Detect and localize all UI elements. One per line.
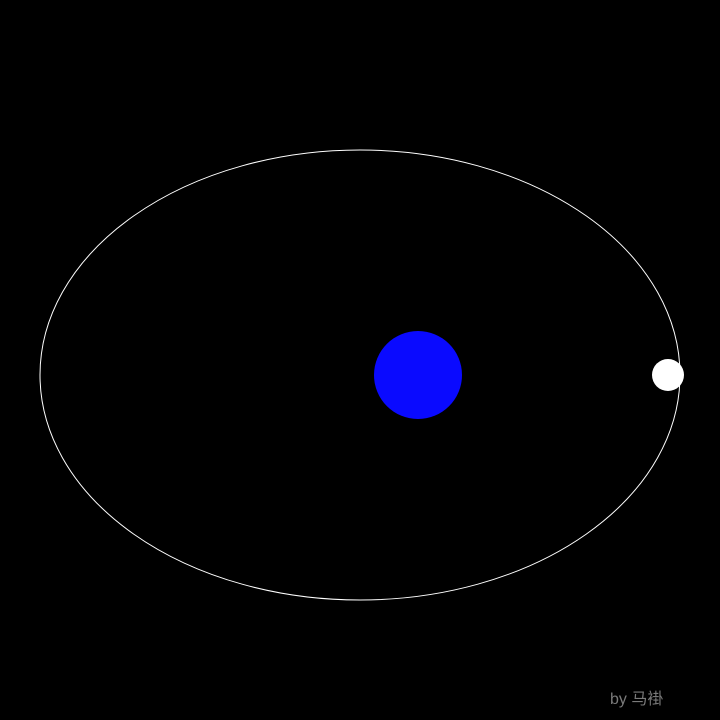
orbit-diagram — [0, 0, 720, 720]
orbit-ellipse — [40, 150, 680, 600]
credit-text: by 马褂 — [610, 685, 663, 709]
satellite-body — [652, 359, 684, 391]
central-body — [374, 331, 462, 419]
